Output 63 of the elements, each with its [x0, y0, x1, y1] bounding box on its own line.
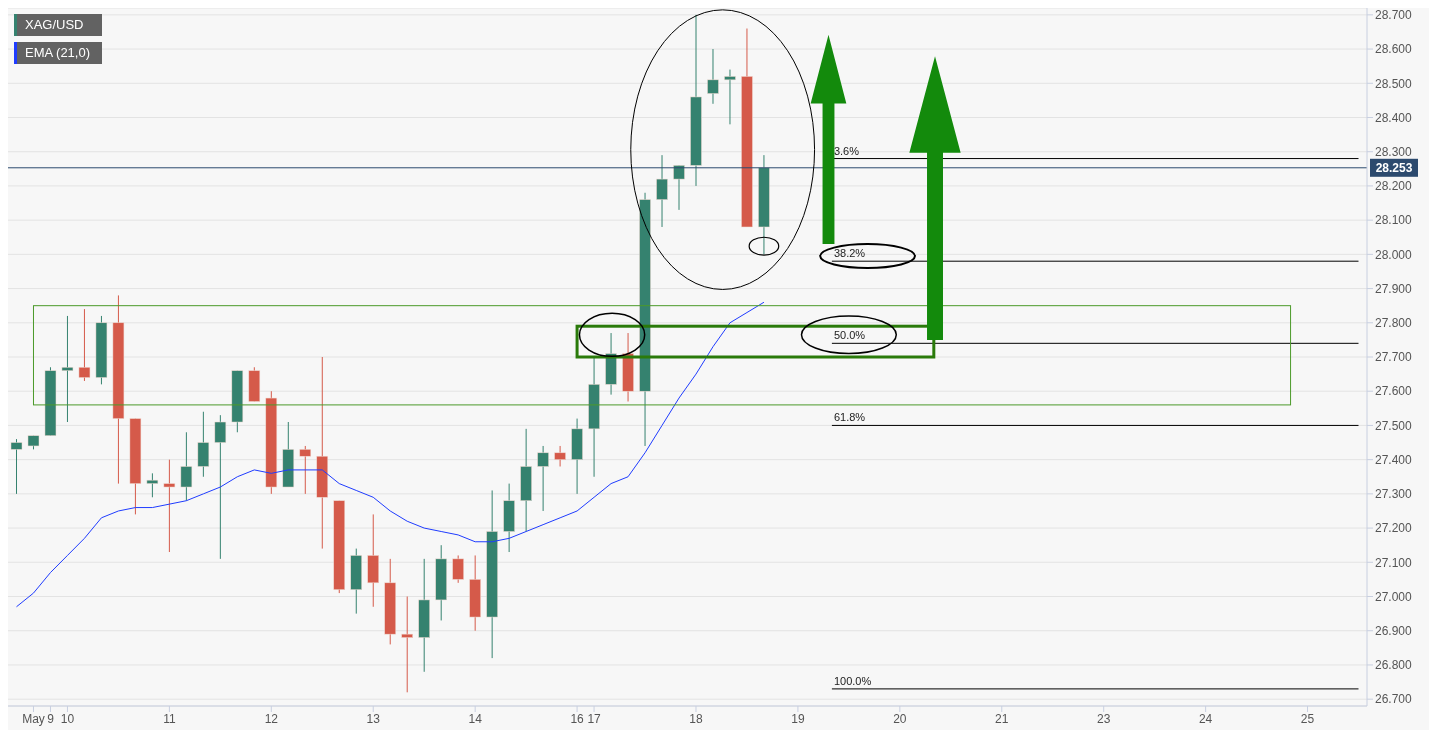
y-tick-label: 28.100 [1375, 213, 1413, 228]
x-tick-label: 19 [791, 711, 805, 726]
x-tick-label: May [22, 711, 45, 726]
candlestick [537, 445, 549, 512]
legend-label: XAG/USD [24, 16, 85, 34]
candlestick [214, 414, 227, 560]
y-tick-label: 26.700 [1375, 692, 1413, 707]
candlestick [163, 459, 176, 553]
candlestick [78, 308, 91, 382]
y-tick-label: 27.200 [1375, 521, 1413, 536]
ref-line-label: 28.253 [1375, 160, 1413, 175]
legend-label: EMA (21,0) [17, 42, 103, 64]
annotation: 50.0% [833, 329, 866, 342]
candlestick [10, 438, 23, 495]
candlestick [707, 48, 719, 105]
y-tick-label: 27.500 [1375, 418, 1413, 433]
y-tick-label: 27.000 [1375, 589, 1413, 604]
x-tick-label: 24 [1198, 711, 1213, 726]
candlestick [61, 315, 74, 423]
candlestick [673, 164, 685, 211]
candlestick [554, 445, 566, 467]
candlestick [146, 472, 159, 498]
x-tick-label: 10 [60, 711, 75, 726]
x-tick-label: 9 [47, 711, 55, 726]
x-tick-label: 14 [468, 711, 483, 726]
y-tick-label: 28.300 [1375, 144, 1413, 159]
y-tick-label: 27.700 [1375, 350, 1413, 365]
y-tick-label: 28.500 [1375, 76, 1413, 91]
x-tick-label: 21 [995, 711, 1009, 726]
x-tick-label: 16 [570, 711, 585, 726]
y-tick-label: 27.600 [1375, 384, 1413, 399]
y-tick-label: 26.800 [1375, 658, 1413, 673]
y-tick-label: 28.400 [1375, 110, 1413, 125]
candlestick [452, 554, 464, 584]
y-tick-label: 27.300 [1375, 487, 1413, 502]
x-tick-label: 17 [587, 711, 602, 726]
x-tick-label: 12 [264, 711, 279, 726]
candlestick [401, 596, 413, 693]
annotation: 61.8% [833, 411, 866, 424]
y-tick-label: 28.200 [1375, 179, 1413, 194]
candlestick [180, 431, 193, 502]
x-tick-label: 13 [366, 711, 381, 726]
annotation: 38.2% [833, 247, 866, 260]
candlestick [299, 445, 312, 495]
line-series [15, 301, 765, 608]
y-tick-label: 27.800 [1375, 316, 1413, 331]
y-tick-label: 28.000 [1375, 247, 1413, 262]
y-tick-label: 27.900 [1375, 281, 1413, 296]
y-tick-label: 26.900 [1375, 623, 1413, 638]
x-tick-label: 25 [1300, 711, 1315, 726]
candlestick [656, 154, 668, 228]
x-tick-label: 20 [893, 711, 907, 726]
annotation: 100.0% [833, 674, 872, 687]
x-tick-label: 11 [163, 711, 176, 726]
candlestick [724, 69, 736, 125]
y-tick-label: 28.700 [1375, 8, 1413, 23]
candlestick [197, 411, 210, 478]
y-tick-label: 28.600 [1375, 42, 1413, 57]
x-tick-label: 18 [689, 711, 703, 726]
x-tick-label: 23 [1097, 711, 1111, 726]
annotation: 3.6% [833, 144, 860, 157]
y-tick-label: 27.400 [1375, 452, 1413, 467]
y-tick-label: 27.100 [1375, 555, 1413, 570]
